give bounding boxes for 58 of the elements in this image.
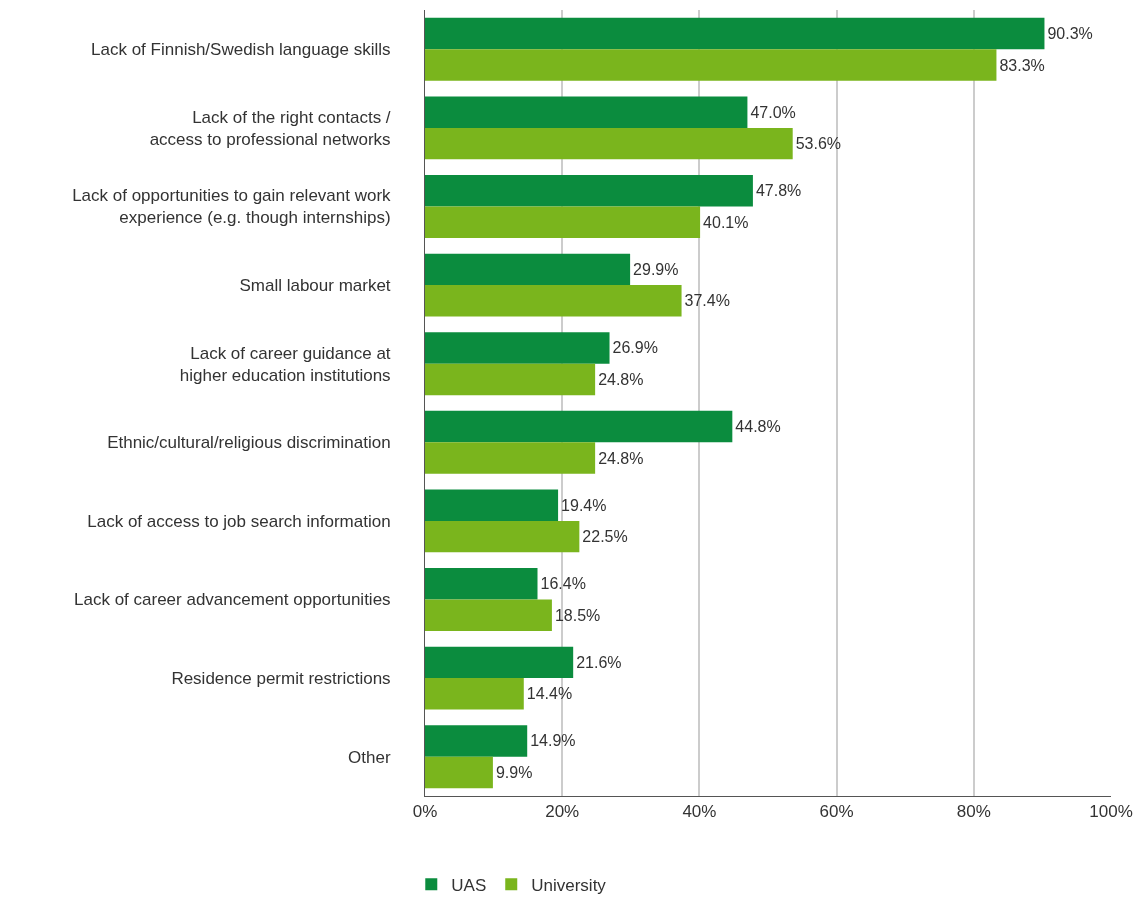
data-label: 37.4%	[684, 292, 730, 310]
legend-label: UAS	[451, 875, 487, 895]
bar	[425, 253, 631, 286]
data-label: 44.8%	[735, 418, 781, 436]
y-tick-label: Small labour market	[239, 276, 391, 296]
x-tick-label: 60%	[819, 802, 854, 822]
bar	[425, 678, 524, 710]
y-tick-label: Lack of the right contacts / access to professional networks	[149, 107, 391, 149]
bar	[425, 646, 574, 679]
x-tick-label: 20%	[545, 802, 580, 822]
y-tick-label: Lack of career advancement opportunities	[74, 590, 391, 610]
bar	[425, 127, 793, 160]
x-tick-label: 40%	[682, 802, 717, 822]
data-label: 47.8%	[755, 182, 802, 200]
bar	[425, 520, 580, 553]
y-tick-label: Lack of career guidance at higher education institutions	[179, 343, 391, 385]
y-tick-label: Ethnic/cultural/religious discrimination	[107, 433, 391, 453]
data-label: 47.0%	[750, 103, 796, 121]
bar	[425, 725, 528, 757]
data-label: 16.4%	[540, 575, 586, 593]
x-tick-label: 80%	[956, 802, 991, 822]
bar	[425, 332, 610, 364]
bar	[425, 410, 733, 443]
bar	[425, 175, 753, 207]
data-label: 22.5%	[582, 528, 628, 546]
y-tick-label: Lack of Finnish/Swedish language skills	[91, 40, 391, 60]
data-label: 24.8%	[598, 449, 644, 467]
data-label: 21.6%	[576, 653, 622, 671]
bar	[425, 285, 682, 317]
data-label: 19.4%	[561, 496, 607, 514]
data-label: 14.9%	[530, 732, 576, 750]
bar	[425, 599, 552, 631]
bar	[425, 489, 559, 521]
bar	[425, 568, 538, 600]
data-label: 24.8%	[598, 370, 644, 388]
data-label: 26.9%	[612, 339, 658, 357]
x-tick-label: 0%	[412, 802, 438, 822]
data-label: 14.4%	[526, 685, 573, 703]
data-label: 90.3%	[1047, 25, 1093, 43]
bar	[425, 96, 748, 128]
y-tick-label: Residence permit restrictions	[171, 669, 391, 689]
bar	[425, 17, 1045, 50]
data-label: 83.3%	[999, 56, 1045, 74]
data-label: 18.5%	[554, 606, 601, 624]
bar	[425, 363, 596, 396]
data-label: 29.9%	[633, 260, 679, 278]
data-label: 9.9%	[495, 763, 533, 781]
data-label: 53.6%	[795, 135, 842, 153]
x-tick-label: 100%	[1089, 802, 1133, 822]
bar	[425, 442, 596, 474]
y-tick-label: Lack of opportunities to gain relevant work experience (e.g. though internships)	[72, 186, 392, 228]
data-label: 40.1%	[703, 213, 749, 231]
legend-label: University	[531, 875, 607, 895]
bar	[425, 756, 493, 789]
bar	[425, 206, 701, 238]
bar	[425, 49, 997, 81]
y-tick-label: Lack of access to job search information	[87, 511, 391, 531]
y-tick-label: Other	[348, 747, 391, 767]
